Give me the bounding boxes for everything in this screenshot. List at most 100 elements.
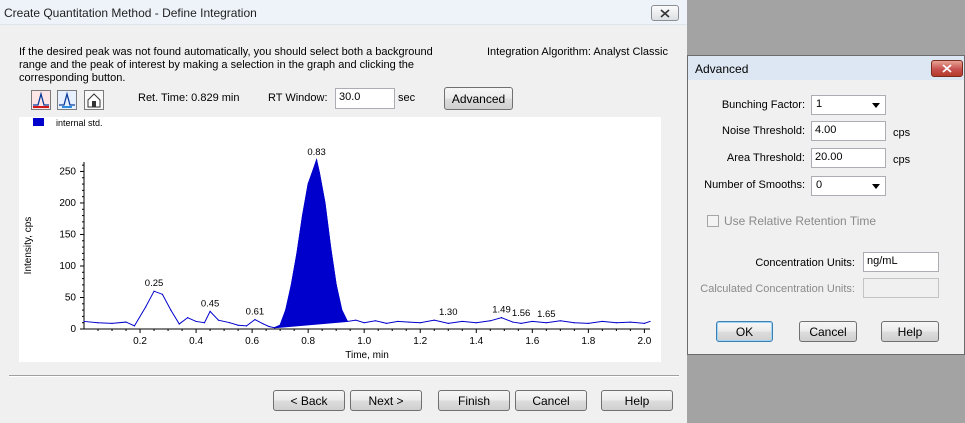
y-tick-label: 100 [59,261,76,272]
x-tick-label: 1.8 [581,336,595,347]
title-bar: Create Quantitation Method - Define Inte… [0,0,687,25]
calculated-concentration-units-label: Calculated Concentration Units: [700,283,855,295]
data-point [301,214,304,217]
relative-retention-label: Use Relative Retention Time [724,214,877,228]
data-point [285,309,287,311]
data-point [615,322,617,324]
area-threshold-label: Area Threshold: [726,152,805,164]
data-point [145,306,147,308]
data-point [254,318,256,321]
data-point [133,325,136,327]
data-point [512,321,514,323]
background-range-button[interactable] [31,90,51,110]
bunching-factor-select[interactable]: 1 [811,95,886,115]
data-point [335,284,337,286]
y-tick-label: 50 [65,292,77,303]
y-tick-label: 150 [59,229,76,240]
number-of-smooths-select[interactable]: 0 [811,176,886,196]
peak-label: 0.45 [201,298,220,309]
data-point [419,322,421,324]
concentration-units-label: Concentration Units: [755,257,855,269]
noise-threshold-input[interactable]: 4.00 [811,121,886,141]
x-tick-label: 1.6 [525,336,539,347]
advanced-cancel-button[interactable]: Cancel [799,321,857,342]
rt-window-input[interactable]: 30.0 [335,88,395,109]
data-point [629,321,631,323]
data-point [83,320,85,323]
x-tick-label: 0.6 [245,336,259,347]
x-tick-label: 0.2 [133,336,147,347]
peak-label: 1.30 [439,307,458,318]
number-of-smooths-label: Number of Smooths: [704,179,805,191]
integrated-peak-area [274,158,349,329]
data-point [170,309,172,311]
x-tick-label: 1.0 [357,336,371,347]
number-of-smooths-value: 0 [816,179,823,191]
data-point [262,323,264,325]
background-range-icon [32,91,50,109]
separator [9,375,679,377]
data-point [475,322,477,324]
data-point [559,320,561,322]
data-point [217,319,220,321]
data-point [296,252,298,254]
data-point [601,320,603,323]
y-tick-label: 250 [59,166,76,177]
advanced-dialog-title: Advanced [695,62,749,76]
chromatogram-svg[interactable]: internal std. 0 50 100 150 200 250 0.2 0.4 0.6 0.8… [19,117,661,362]
advanced-ok-button[interactable]: OK [716,321,773,342]
next-button[interactable]: Next > [350,390,422,411]
peak-label: 1.49 [492,305,511,316]
data-point [125,321,127,323]
chevron-down-icon [872,184,880,189]
data-point [587,322,589,324]
integration-algorithm-label: Integration Algorithm: Analyst Classic [487,46,668,58]
cancel-button[interactable]: Cancel [515,390,587,411]
instructions-text: If the desired peak was not found automa… [19,46,433,84]
advanced-button[interactable]: Advanced [444,87,513,110]
data-point [408,321,410,323]
advanced-close-button[interactable] [931,60,963,77]
data-point [153,290,155,292]
close-icon [660,8,670,18]
data-point [237,324,239,326]
finish-button[interactable]: Finish [438,390,510,411]
data-point [447,322,449,324]
window-title: Create Quantitation Method - Define Inte… [4,6,257,20]
data-point [324,202,326,204]
chromatogram-chart[interactable]: internal std. 0 50 100 150 200 250 0.2 0.4 0.6 0.8… [19,117,661,362]
advanced-help-button[interactable]: Help [881,321,939,342]
select-peak-button[interactable] [57,90,77,110]
data-point [545,322,547,324]
advanced-dialog: Advanced Bunching Factor: 1 Noise Thresh… [687,55,965,355]
close-icon [942,64,952,73]
data-point [161,293,164,295]
home-zoom-icon [87,93,101,108]
peak-icon [58,91,76,109]
data-point [268,325,270,328]
data-point [178,323,180,325]
close-button[interactable] [651,5,679,21]
area-threshold-unit: cps [893,154,911,166]
data-point [461,320,463,323]
back-button[interactable]: < Back [273,390,345,411]
help-button[interactable]: Help [601,390,673,411]
reset-zoom-button[interactable] [84,90,104,110]
data-point [195,320,197,323]
peak-label: 0.25 [145,278,164,289]
legend-swatch [33,118,44,126]
x-tick-label: 1.2 [413,336,427,347]
calculated-concentration-units-input [863,278,939,298]
data-point [307,183,309,185]
background-area [687,355,965,423]
x-tick-label: 0.8 [301,336,315,347]
concentration-units-input[interactable]: ng/mL [863,252,939,272]
data-point [386,322,388,324]
rt-window-label: RT Window: [268,92,328,104]
area-threshold-input[interactable]: 20.00 [811,148,886,168]
peak-label: 1.56 [512,308,531,319]
data-point [500,317,503,319]
data-point [313,167,315,169]
bunching-factor-value: 1 [816,98,823,110]
chromatogram-trace [83,158,651,329]
